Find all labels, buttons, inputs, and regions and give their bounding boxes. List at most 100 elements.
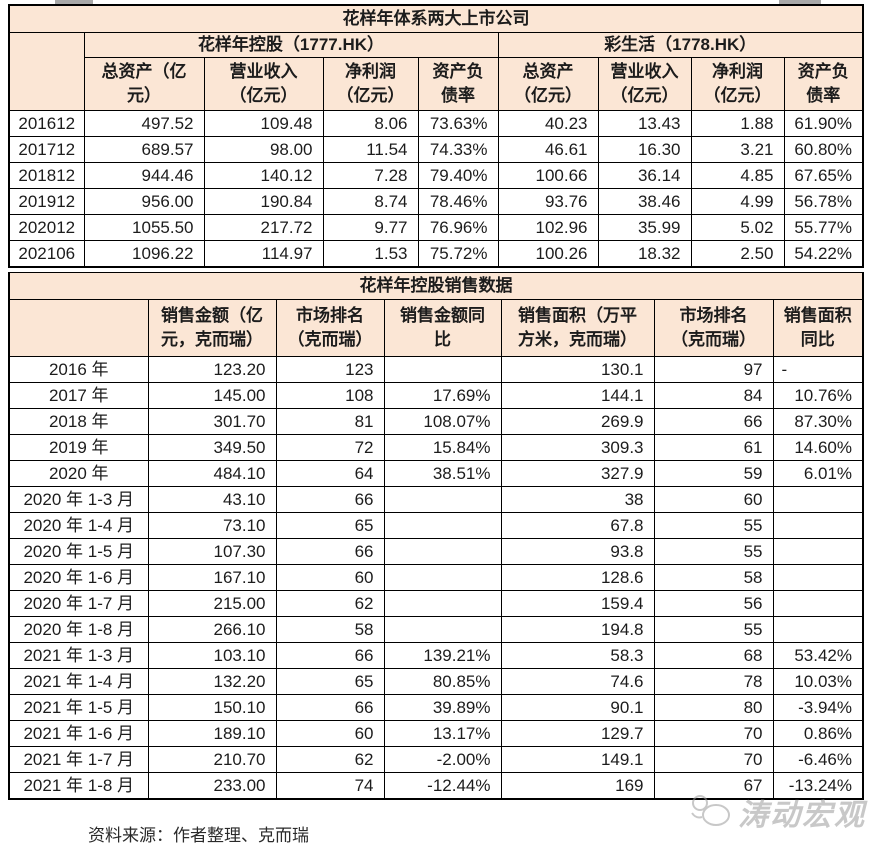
period-label: 2020 年 1-3 月 xyxy=(8,486,149,513)
screen-artifact-left xyxy=(55,0,93,4)
value-cell: 150.10 xyxy=(147,694,277,721)
value-cell: 130.1 xyxy=(500,356,655,383)
table-row: 2020 年 1-8 月 266.10 58 194.8 55 xyxy=(8,616,864,643)
value-cell: 13.17% xyxy=(383,720,502,747)
period-label: 2020 年 xyxy=(8,460,149,487)
value-cell: 107.30 xyxy=(147,538,277,565)
value-cell: 327.9 xyxy=(500,460,655,487)
value-cell: 67.65% xyxy=(783,162,864,189)
value-cell: 129.7 xyxy=(500,720,655,747)
period-label: 2020 年 1-8 月 xyxy=(8,616,149,643)
period-label: 2021 年 1-4 月 xyxy=(8,668,149,695)
company-group-colourlife: 彩生活（1778.HK） xyxy=(497,32,864,58)
value-cell: 61 xyxy=(653,434,774,461)
value-cell: 109.48 xyxy=(203,110,324,137)
value-cell: 15.84% xyxy=(383,434,502,461)
value-cell: 56.78% xyxy=(783,188,864,215)
value-cell: 73.10 xyxy=(147,512,277,539)
value-cell: 75.72% xyxy=(417,240,499,268)
table-row: 2021 年 1-4 月 132.20 65 80.85% 74.6 78 10.03% xyxy=(8,668,864,695)
value-cell: 269.9 xyxy=(500,408,655,435)
column-header: 总资产（亿元） xyxy=(497,57,599,111)
value-cell: 123 xyxy=(275,356,385,383)
value-cell: 167.10 xyxy=(147,564,277,591)
period-label: 202106 xyxy=(8,240,85,268)
value-cell xyxy=(383,590,502,617)
column-header-row: 销售金额（亿元，克而瑞） 市场排名（克而瑞） 销售金额同比 销售面积（万平方米，… xyxy=(8,299,864,357)
value-cell: 56 xyxy=(653,590,774,617)
table-row: 2021 年 1-8 月 233.00 74 -12.44% 169 67 -13.24% xyxy=(8,772,864,800)
column-header: 市场排名（克而瑞） xyxy=(653,299,774,357)
period-label: 2018 年 xyxy=(8,408,149,435)
value-cell: 67 xyxy=(653,772,774,800)
column-header: 资产负债率 xyxy=(417,57,499,111)
value-cell: 39.89% xyxy=(383,694,502,721)
value-cell: 40.23 xyxy=(497,110,599,137)
value-cell: 66 xyxy=(275,694,385,721)
value-cell: 689.57 xyxy=(83,136,205,163)
value-cell: 70 xyxy=(653,746,774,773)
value-cell: 66 xyxy=(275,486,385,513)
table1-title: 花样年体系两大上市公司 xyxy=(8,4,864,33)
value-cell: 70 xyxy=(653,720,774,747)
value-cell: 108.07% xyxy=(383,408,502,435)
value-cell: 140.12 xyxy=(203,162,324,189)
value-cell xyxy=(772,590,864,617)
table-row: 201912 956.00 190.84 8.74 78.46% 93.76 38.46 4.… xyxy=(8,188,864,215)
value-cell xyxy=(772,564,864,591)
table-row: 201612 497.52 109.48 8.06 73.63% 40.23 13.43 1.… xyxy=(8,110,864,137)
value-cell: 46.61 xyxy=(497,136,599,163)
value-cell: - xyxy=(772,356,864,383)
value-cell: 84 xyxy=(653,382,774,409)
value-cell: 60.80% xyxy=(783,136,864,163)
table-row: 2020 年 1-5 月 107.30 66 93.8 55 xyxy=(8,538,864,565)
value-cell: 1055.50 xyxy=(83,214,205,241)
period-label: 2016 年 xyxy=(8,356,149,383)
value-cell xyxy=(383,538,502,565)
value-cell: 132.20 xyxy=(147,668,277,695)
value-cell: 36.14 xyxy=(597,162,692,189)
column-header: 销售面积（万平方米，克而瑞） xyxy=(500,299,655,357)
value-cell: 90.1 xyxy=(500,694,655,721)
value-cell: 266.10 xyxy=(147,616,277,643)
value-cell: 93.8 xyxy=(500,538,655,565)
value-cell: 190.84 xyxy=(203,188,324,215)
table-row: 2021 年 1-7 月 210.70 62 -2.00% 149.1 70 -6.46% xyxy=(8,746,864,773)
value-cell xyxy=(383,512,502,539)
table-title-row: 花样年体系两大上市公司 xyxy=(8,4,864,33)
value-cell: 13.43 xyxy=(597,110,692,137)
value-cell: 100.26 xyxy=(497,240,599,268)
value-cell: -3.94% xyxy=(772,694,864,721)
value-cell: 14.60% xyxy=(772,434,864,461)
value-cell: 149.1 xyxy=(500,746,655,773)
value-cell: 215.00 xyxy=(147,590,277,617)
value-cell: 43.10 xyxy=(147,486,277,513)
value-cell: 60 xyxy=(275,720,385,747)
value-cell: 67.8 xyxy=(500,512,655,539)
company-group-fantasia: 花样年控股（1777.HK） xyxy=(83,32,499,58)
value-cell: 74 xyxy=(275,772,385,800)
corner-cell xyxy=(8,32,85,111)
value-cell: 80.85% xyxy=(383,668,502,695)
value-cell: 9.77 xyxy=(322,214,419,241)
column-header: 资产负债率 xyxy=(783,57,864,111)
value-cell xyxy=(383,356,502,383)
value-cell: 60 xyxy=(653,486,774,513)
value-cell: 65 xyxy=(275,512,385,539)
value-cell: 1096.22 xyxy=(83,240,205,268)
value-cell: 18.32 xyxy=(597,240,692,268)
period-label: 2017 年 xyxy=(8,382,149,409)
value-cell: 8.74 xyxy=(322,188,419,215)
period-label: 202012 xyxy=(8,214,85,241)
value-cell: -12.44% xyxy=(383,772,502,800)
period-label: 2020 年 1-7 月 xyxy=(8,590,149,617)
value-cell: 10.03% xyxy=(772,668,864,695)
value-cell: 55 xyxy=(653,512,774,539)
value-cell: -2.00% xyxy=(383,746,502,773)
table-row: 2016 年 123.20 123 130.1 97- xyxy=(8,356,864,383)
value-cell: 72 xyxy=(275,434,385,461)
value-cell: 3.21 xyxy=(690,136,785,163)
value-cell: 66 xyxy=(275,642,385,669)
value-cell: 108 xyxy=(275,382,385,409)
